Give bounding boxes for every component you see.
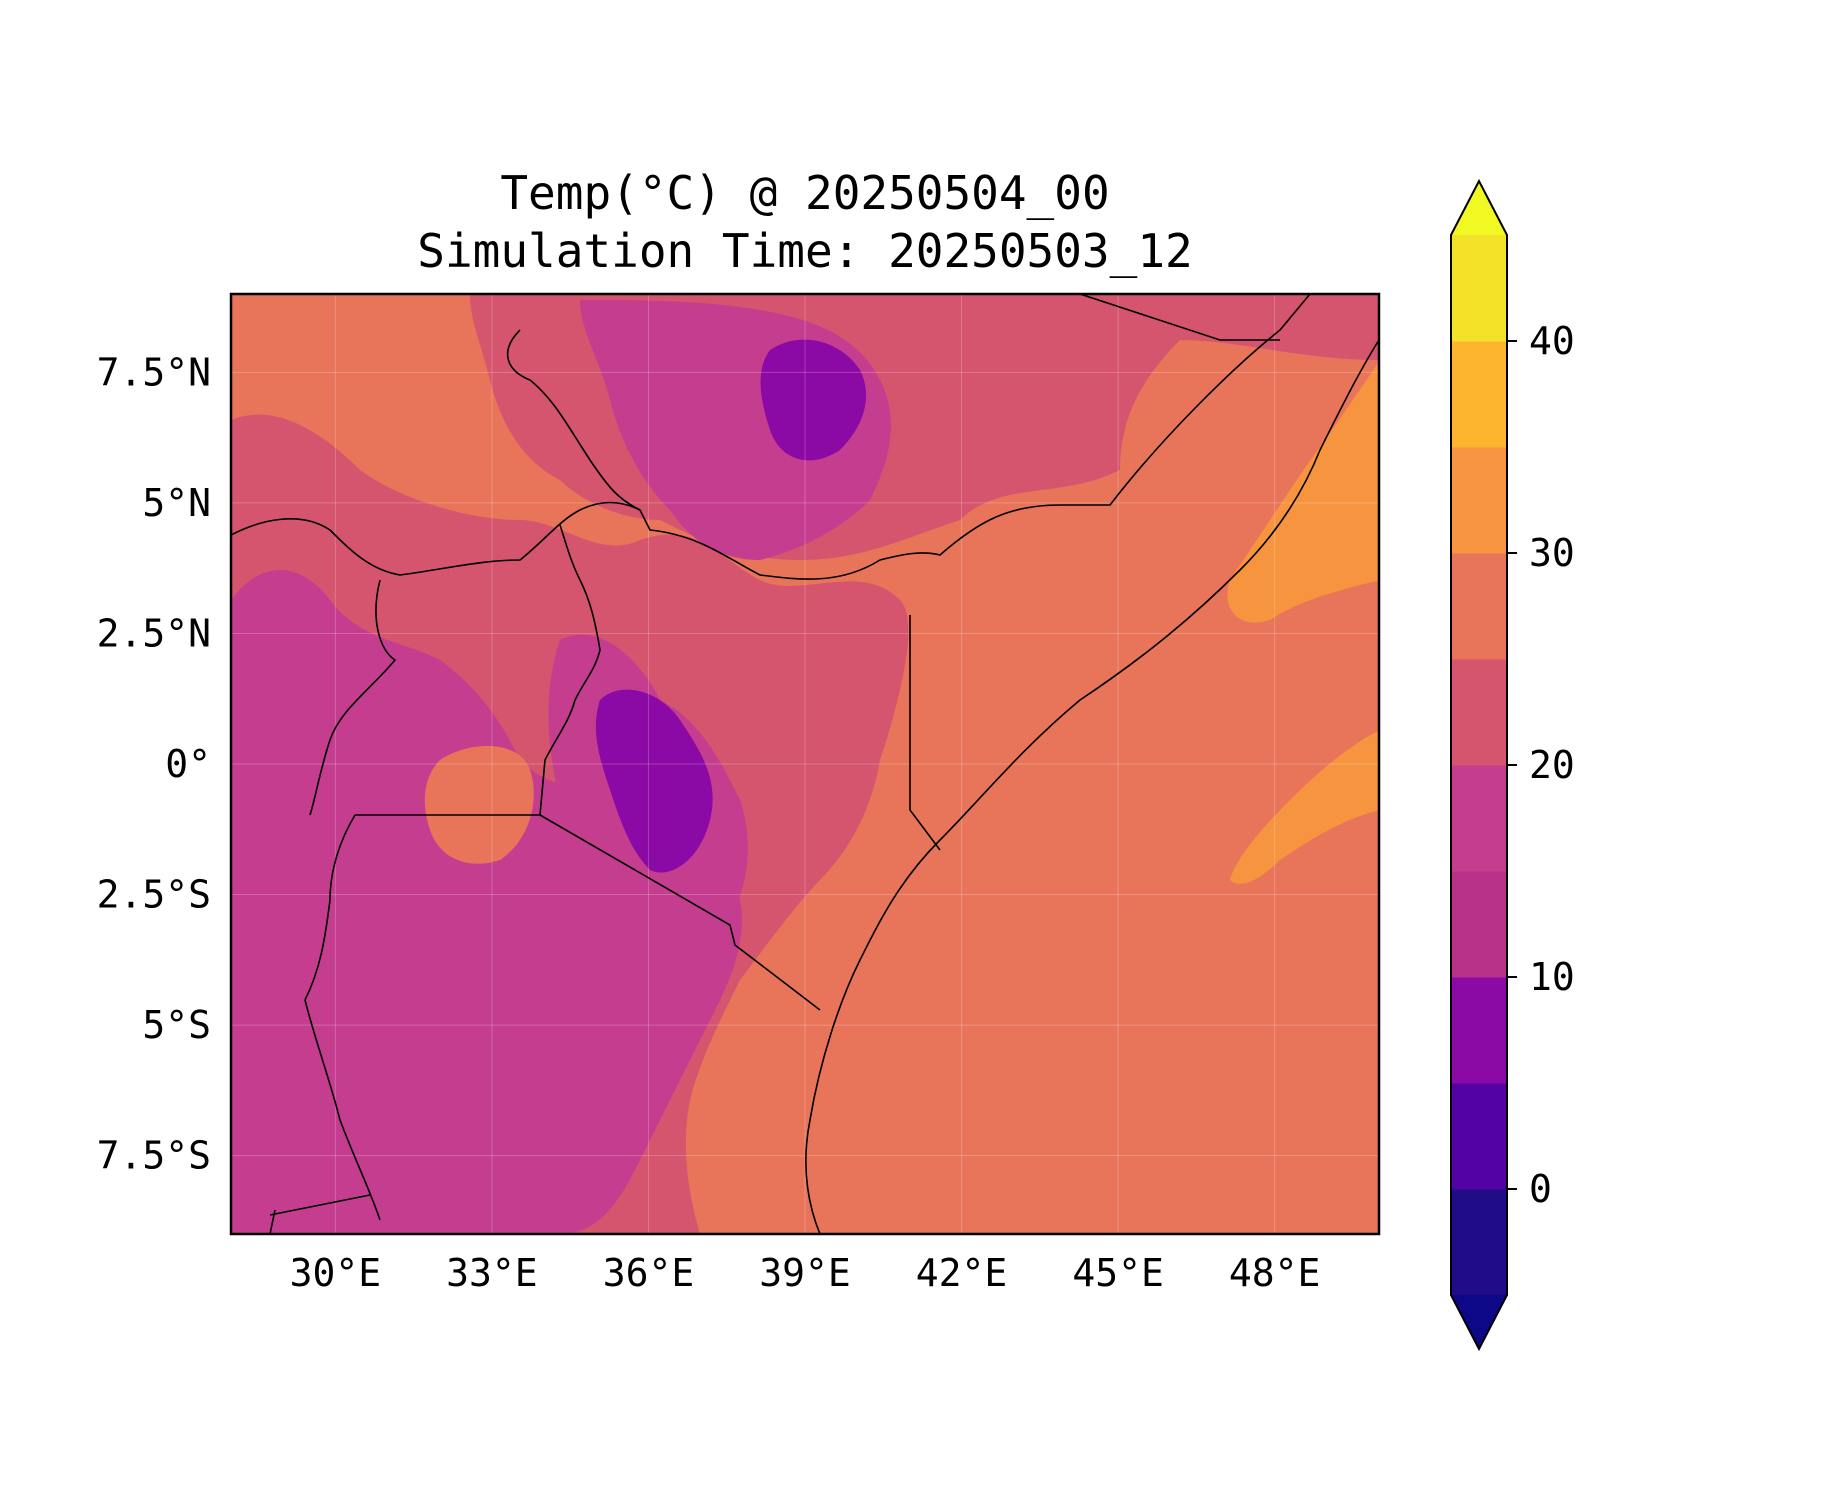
- y-tick-label: 0°: [165, 742, 211, 786]
- x-tick-label: 39°E: [759, 1251, 851, 1295]
- colorbar-tick-label: 40: [1529, 319, 1575, 363]
- map-panel: [231, 294, 1379, 1234]
- simulation-time-subtitle: Simulation Time: 20250503_12: [417, 224, 1192, 278]
- y-tick-label: 2.5°N: [97, 611, 211, 655]
- country-borders: [231, 294, 1379, 1234]
- colorbar-segment: [1451, 1083, 1507, 1190]
- temperature-band-30-35-lake-victoria: [424, 746, 534, 864]
- colorbar-segment: [1451, 871, 1507, 978]
- x-tick-label: 42°E: [916, 1251, 1008, 1295]
- x-tick-label: 30°E: [290, 1251, 382, 1295]
- colorbar-tick-label: 30: [1529, 531, 1575, 575]
- y-tick-label: 7.5°N: [97, 350, 211, 394]
- gridlines: [231, 294, 1379, 1234]
- border-lake-tanganyika-west: [304, 999, 381, 1221]
- longitude-axis: 30°E 33°E 36°E 39°E 42°E 45°E 48°E: [290, 1251, 1321, 1295]
- temperature-band-30-35-ocean: [1230, 730, 1379, 884]
- colorbar-tick-label: 20: [1529, 743, 1575, 787]
- border-mozambique-south: [269, 1194, 371, 1234]
- y-tick-label: 5°N: [142, 481, 211, 525]
- border-ethiopia-eritrea: [1079, 294, 1280, 341]
- temperature-band-10-15-highlands: [595, 689, 713, 873]
- colorbar-segment: [1451, 235, 1507, 342]
- map-title: Temp(°C) @ 20250504_00: [500, 166, 1109, 220]
- colorbar-extend-max: [1451, 181, 1507, 235]
- border-rwanda-burundi: [304, 814, 540, 1001]
- temperature-band-10-15-ethiopia: [760, 339, 867, 461]
- colorbar-segment: [1451, 447, 1507, 554]
- colorbar-outline: [1450, 178, 1508, 1352]
- colorbar-segment: [1451, 341, 1507, 448]
- colorbar-extend-min: [1451, 1295, 1507, 1349]
- colorbar-tick-label: 10: [1529, 955, 1575, 999]
- map-frame: [229, 292, 1381, 1236]
- colorbar-segment: [1451, 553, 1507, 660]
- x-tick-label: 33°E: [446, 1251, 538, 1295]
- y-tick-label: 2.5°S: [97, 873, 211, 917]
- temperature-band-15-20-west: [231, 570, 742, 1234]
- colorbar-segment: [1451, 659, 1507, 766]
- colorbar-segment: [1451, 765, 1507, 872]
- border-kenya-somalia: [909, 615, 941, 851]
- border-south-sudan-north: [231, 294, 1311, 580]
- colorbar-segment: [1451, 1189, 1507, 1296]
- y-tick-label: 7.5°S: [97, 1134, 211, 1178]
- border-uganda-kenya: [539, 524, 601, 816]
- x-tick-label: 45°E: [1072, 1251, 1164, 1295]
- x-tick-label: 48°E: [1229, 1251, 1321, 1295]
- colorbar-segment: [1451, 977, 1507, 1084]
- temperature-band-30-35-somalia: [1227, 361, 1379, 623]
- border-drc-uganda: [309, 579, 397, 816]
- coastline-east-africa: [805, 339, 1379, 1234]
- colorbar-tick-label: 0: [1529, 1167, 1552, 1211]
- latitude-axis: 7.5°N 5°N 2.5°N 0° 2.5°S 5°S 7.5°S: [97, 350, 211, 1177]
- x-tick-label: 36°E: [603, 1251, 695, 1295]
- border-sudan-ethiopia: [506, 329, 641, 511]
- y-tick-label: 5°S: [142, 1003, 211, 1047]
- border-kenya-tanzania: [539, 814, 821, 1011]
- colorbar: 0 10 20 30 40: [1450, 178, 1575, 1352]
